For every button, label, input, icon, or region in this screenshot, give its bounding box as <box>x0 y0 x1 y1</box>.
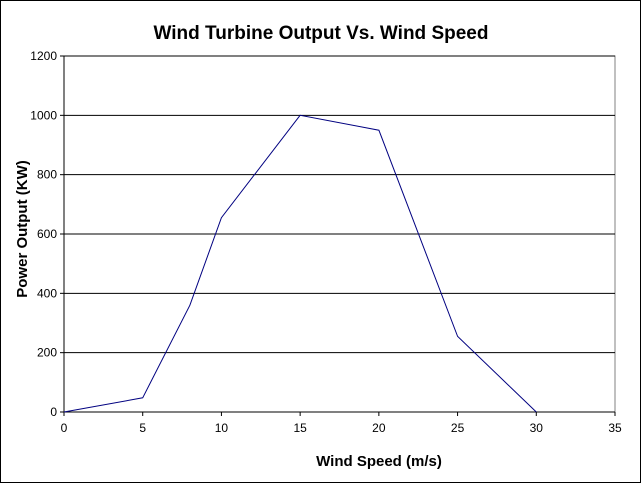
x-tick-label: 5 <box>139 421 146 435</box>
gridlines <box>64 55 615 354</box>
y-axis-label: Power Output (KW) <box>14 160 31 297</box>
y-tick-label: 0 <box>50 405 57 419</box>
y-axis-ticks: 0 200 400 600 800 1000 1200 <box>30 49 64 419</box>
series-line-0 <box>63 114 537 413</box>
x-axis-ticks: 0 5 10 15 20 25 30 35 <box>61 412 622 435</box>
x-tick-label: 10 <box>215 421 229 435</box>
series-layer <box>63 114 537 413</box>
y-tick-label: 1000 <box>30 108 57 122</box>
x-tick-label: 25 <box>451 421 465 435</box>
y-tick-label: 200 <box>37 346 57 360</box>
x-tick-label: 15 <box>293 421 307 435</box>
x-tick-label: 35 <box>608 421 622 435</box>
x-tick-label: 0 <box>61 421 68 435</box>
y-tick-label: 400 <box>37 286 57 300</box>
x-tick-label: 20 <box>372 421 386 435</box>
chart-title: Wind Turbine Output Vs. Wind Speed <box>154 23 489 44</box>
y-tick-label: 600 <box>37 227 57 241</box>
x-tick-label: 30 <box>530 421 544 435</box>
y-tick-label: 1200 <box>30 49 57 63</box>
x-axis-label: Wind Speed (m/s) <box>316 453 442 470</box>
y-tick-label: 800 <box>37 168 57 182</box>
